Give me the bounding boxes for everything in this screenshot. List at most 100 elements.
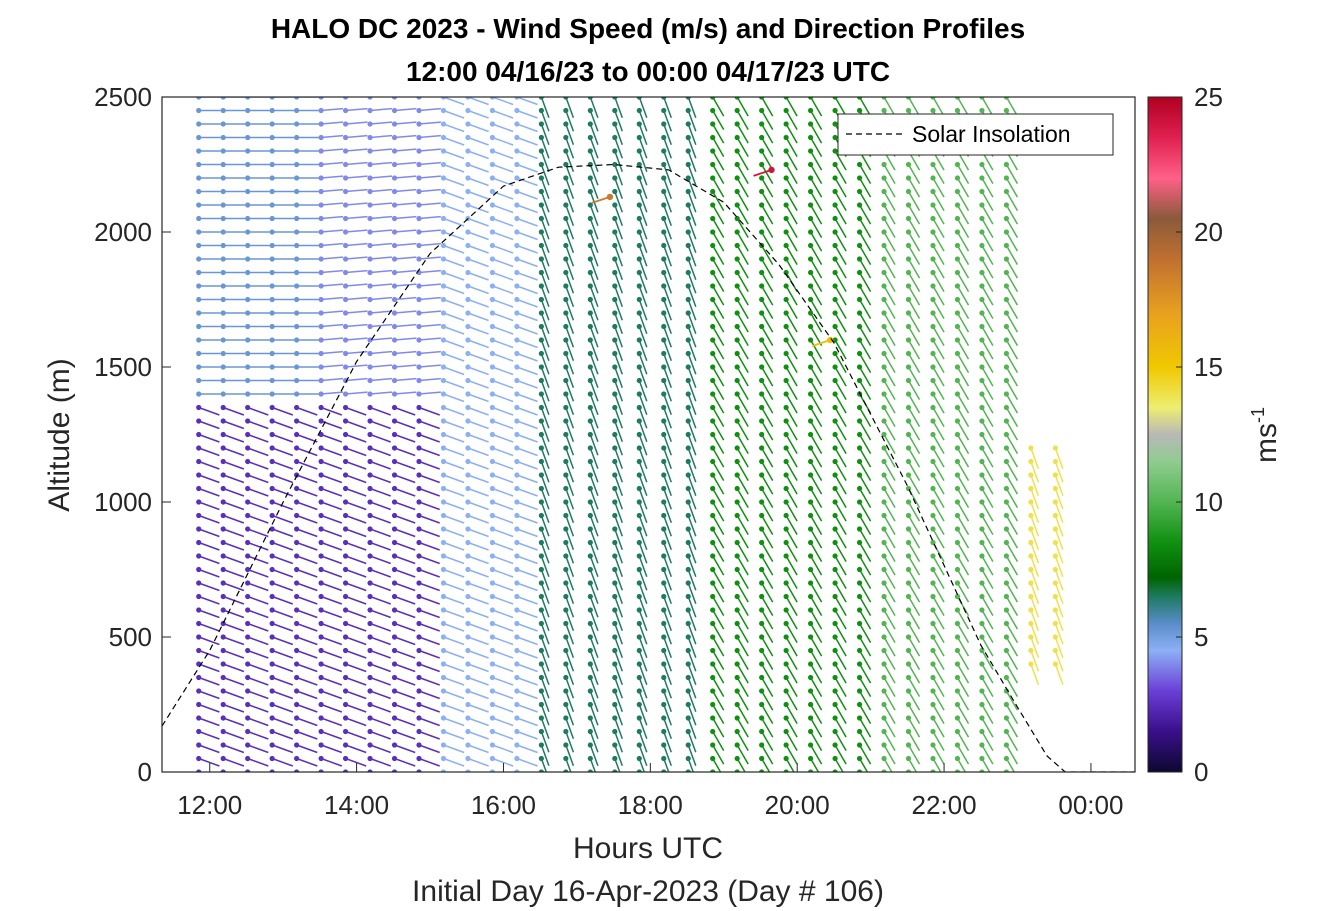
wind-barb	[954, 715, 970, 738]
wind-barb	[979, 242, 994, 265]
wind-barb	[734, 337, 749, 360]
wind-barb	[685, 161, 697, 186]
wind-barb	[685, 472, 697, 496]
wind-barb	[489, 350, 514, 362]
wind-barb	[954, 161, 970, 184]
wind-barb	[685, 553, 697, 577]
wind-barb	[269, 215, 295, 222]
wind-barb	[685, 364, 697, 388]
wind-barb	[587, 283, 599, 307]
wind-barb	[294, 769, 300, 772]
wind-barb	[587, 715, 599, 739]
wind-barb	[905, 215, 921, 238]
wind-barb	[465, 107, 489, 119]
wind-barb	[489, 512, 514, 524]
wind-barb-notable	[591, 193, 614, 204]
wind-barb	[1052, 472, 1064, 496]
wind-barb	[367, 296, 393, 303]
wind-barb	[685, 458, 697, 483]
wind-barb	[269, 485, 294, 497]
wind-barb	[514, 445, 538, 457]
wind-barb	[734, 472, 749, 495]
wind-barb	[979, 377, 994, 400]
wind-barb	[661, 499, 673, 523]
wind-barb	[318, 121, 344, 127]
wind-barb	[808, 674, 823, 697]
wind-barb	[783, 728, 798, 751]
wind-barb	[245, 431, 269, 443]
wind-barb	[489, 148, 514, 160]
colorbar-tick-label: 20	[1194, 217, 1223, 247]
wind-barb	[759, 391, 774, 414]
wind-barb	[391, 377, 417, 384]
wind-barb	[1003, 323, 1019, 346]
wind-barb	[563, 269, 575, 294]
wind-barb	[440, 418, 465, 430]
wind-barb	[294, 647, 318, 659]
wind-barb	[318, 323, 344, 330]
wind-barb	[881, 620, 896, 643]
wind-barb	[685, 97, 697, 118]
wind-barb	[734, 161, 749, 184]
wind-barb	[367, 323, 393, 330]
wind-barb	[269, 458, 294, 470]
wind-barb	[465, 580, 489, 592]
wind-barb	[465, 512, 489, 524]
wind-barb	[979, 607, 994, 630]
wind-barb	[342, 458, 367, 470]
wind-barb	[440, 539, 465, 551]
wind-barb	[734, 688, 749, 711]
wind-barb	[489, 418, 514, 430]
wind-barb	[587, 148, 599, 172]
wind-barb	[636, 728, 648, 753]
wind-barb	[661, 566, 673, 591]
wind-barb	[881, 485, 896, 508]
wind-barb	[759, 431, 774, 454]
wind-barb	[759, 445, 774, 468]
wind-barb	[440, 593, 465, 605]
wind-barb	[905, 580, 921, 603]
wind-barb	[196, 323, 221, 330]
wind-barb	[832, 755, 844, 772]
wind-barb	[318, 97, 330, 100]
wind-barb	[661, 553, 673, 577]
wind-barb	[808, 661, 823, 684]
wind-barb	[636, 526, 648, 550]
wind-barb	[856, 674, 872, 697]
wind-barb	[734, 431, 749, 454]
wind-barb	[612, 634, 624, 658]
wind-barb	[220, 283, 246, 289]
wind-barb	[661, 728, 673, 753]
wind-barb	[734, 647, 749, 670]
wind-barb	[416, 148, 441, 154]
wind-barb	[808, 269, 823, 292]
wind-barb	[856, 620, 872, 643]
wind-barb	[294, 148, 319, 154]
wind-barb	[269, 391, 295, 397]
wind-barb	[391, 701, 416, 713]
wind-barb	[342, 742, 367, 754]
wind-barb	[1052, 526, 1064, 550]
wind-barb	[587, 134, 599, 159]
wind-barb	[685, 391, 697, 415]
wind-barb	[587, 391, 599, 415]
wind-barb	[416, 134, 441, 141]
wind-barb	[391, 715, 416, 727]
wind-barb	[832, 566, 847, 589]
wind-barb	[245, 458, 269, 470]
wind-barb	[905, 337, 921, 360]
wind-barb	[538, 404, 550, 429]
wind-barb	[245, 445, 269, 457]
wind-barb	[342, 472, 367, 484]
wind-barb	[856, 256, 872, 279]
wind-barb	[514, 499, 538, 511]
wind-barb	[832, 593, 847, 616]
wind-barb	[196, 701, 220, 713]
wind-barb	[440, 296, 465, 308]
wind-barb	[269, 350, 295, 357]
wind-barb	[489, 134, 514, 146]
wind-barb	[416, 512, 440, 524]
wind-barb	[220, 323, 246, 330]
wind-barb	[954, 431, 970, 454]
